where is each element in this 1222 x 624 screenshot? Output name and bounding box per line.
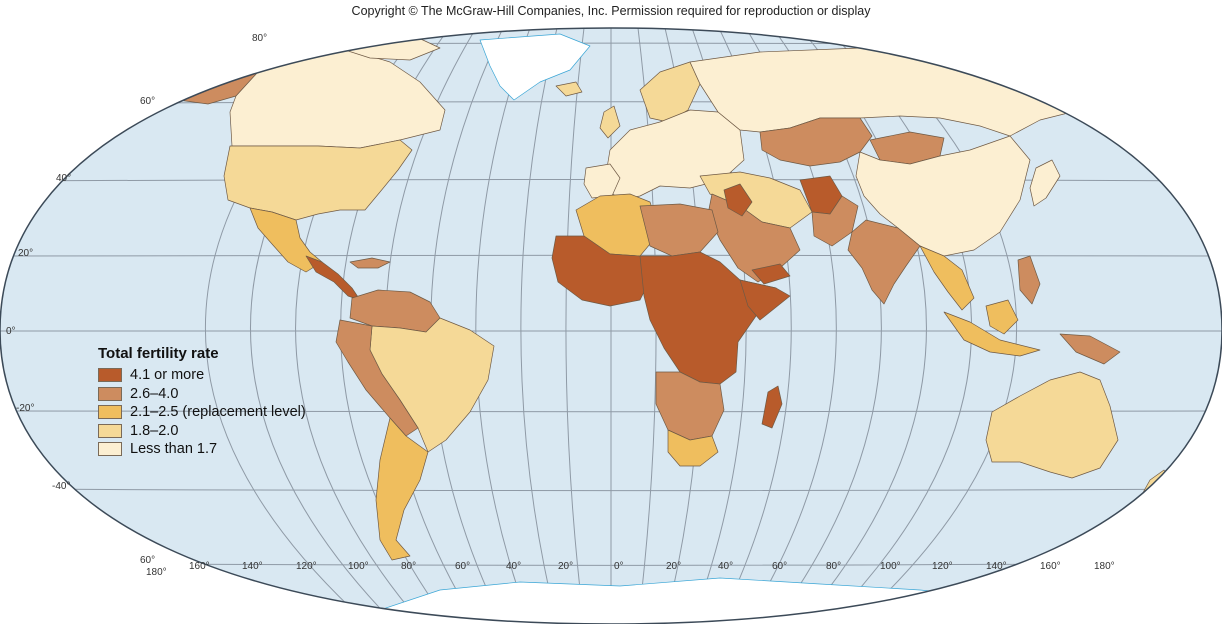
region-indonesia bbox=[943, 311, 1041, 357]
lon-label: 80° bbox=[401, 561, 416, 572]
lat-label-40s: -40° bbox=[52, 481, 70, 492]
region-australia bbox=[985, 371, 1119, 479]
legend-item: 2.6–4.0 bbox=[98, 385, 306, 404]
legend-item: 1.8–2.0 bbox=[98, 422, 306, 441]
lon-label: 180° bbox=[1094, 561, 1115, 572]
land-masses bbox=[151, 29, 1173, 624]
lon-label: 60° bbox=[455, 561, 470, 572]
region-india bbox=[847, 219, 921, 305]
region-madagascar bbox=[761, 385, 783, 429]
region-southern-africa bbox=[655, 371, 725, 441]
legend-label: Less than 1.7 bbox=[130, 441, 218, 458]
lon-label: 140° bbox=[986, 561, 1007, 572]
lat-label-40n: 40° bbox=[56, 173, 71, 184]
lon-label: 0° bbox=[614, 561, 624, 572]
globe-outline bbox=[0, 27, 1222, 624]
region-south-africa bbox=[667, 429, 719, 467]
legend-title: Total fertility rate bbox=[98, 345, 219, 362]
graticule-labels: 80° 60° 40° 20° 0° -20° -40° 60° 180° 160… bbox=[6, 33, 1115, 578]
lon-label: 120° bbox=[932, 561, 953, 572]
lon-label: 60° bbox=[772, 561, 787, 572]
region-west-africa bbox=[551, 235, 651, 307]
lon-label: 160° bbox=[1040, 561, 1061, 572]
region-philippines bbox=[1017, 255, 1041, 305]
region-iraq bbox=[723, 183, 753, 217]
lat-label-60n: 60° bbox=[140, 96, 155, 107]
legend-label: 2.1–2.5 (replacement level) bbox=[130, 404, 306, 421]
region-uk bbox=[599, 105, 621, 139]
region-yemen bbox=[751, 263, 791, 285]
region-usa bbox=[223, 139, 413, 221]
region-caribbean bbox=[349, 257, 391, 269]
legend-item: 4.1 or more bbox=[98, 366, 306, 385]
region-borneo bbox=[985, 299, 1019, 335]
meridian-line bbox=[565, 28, 585, 624]
lon-label: 180° bbox=[146, 567, 167, 578]
legend-swatch bbox=[98, 423, 122, 438]
region-japan bbox=[1029, 159, 1061, 207]
legend: Total fertility rate 4.1 or more 2.6–4.0… bbox=[98, 345, 306, 459]
region-iceland bbox=[555, 81, 583, 97]
legend-swatch bbox=[98, 442, 122, 457]
lon-label: 20° bbox=[666, 561, 681, 572]
lat-label-20s: -20° bbox=[16, 403, 34, 414]
lon-label: 100° bbox=[348, 561, 369, 572]
region-scandinavia bbox=[639, 61, 701, 123]
legend-item: 2.1–2.5 (replacement level) bbox=[98, 403, 306, 422]
meridian-line bbox=[520, 28, 558, 624]
legend-swatch bbox=[98, 368, 122, 383]
legend-swatch bbox=[98, 386, 122, 401]
region-new-guinea bbox=[1059, 333, 1121, 365]
lat-label-60s: 60° bbox=[140, 555, 155, 566]
lon-label: 140° bbox=[242, 561, 263, 572]
lon-label: 100° bbox=[880, 561, 901, 572]
lat-label-80: 80° bbox=[252, 33, 267, 44]
region-pakistan bbox=[811, 195, 859, 247]
region-china bbox=[855, 135, 1031, 257]
lon-label: 20° bbox=[558, 561, 573, 572]
lat-label-0: 0° bbox=[6, 326, 16, 337]
lon-label: 40° bbox=[718, 561, 733, 572]
lon-label: 160° bbox=[189, 561, 210, 572]
region-argentina-chile bbox=[375, 417, 429, 561]
legend-label: 2.6–4.0 bbox=[130, 385, 179, 402]
region-horn bbox=[739, 279, 791, 321]
region-egypt-libya bbox=[639, 203, 719, 257]
lon-label: 120° bbox=[296, 561, 317, 572]
meridian-line bbox=[475, 28, 531, 624]
region-se-asia bbox=[919, 245, 975, 311]
lon-label: 40° bbox=[506, 561, 521, 572]
legend-item: Less than 1.7 bbox=[98, 440, 306, 459]
legend-swatch bbox=[98, 405, 122, 420]
lon-labels: 180° 160° 140° 120° 100° 80° 60° 40° 20° 0° 20° 40°… bbox=[146, 561, 1115, 578]
lon-label: 80° bbox=[826, 561, 841, 572]
region-peru-bolivia bbox=[335, 319, 419, 437]
legend-label: 4.1 or more bbox=[130, 367, 205, 384]
lat-label-20n: 20° bbox=[18, 248, 33, 259]
region-greenland bbox=[479, 33, 591, 101]
copyright-notice: Copyright © The McGraw-Hill Companies, I… bbox=[351, 4, 871, 18]
legend-label: 1.8–2.0 bbox=[130, 422, 179, 439]
